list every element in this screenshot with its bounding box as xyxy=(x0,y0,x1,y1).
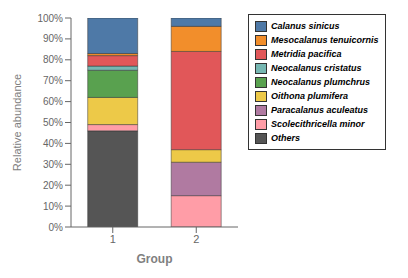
svg-text:2: 2 xyxy=(193,233,199,245)
html-text:Mesocalanus tenuicornis: Mesocalanus tenuicornis xyxy=(271,35,379,45)
svg-text:Group: Group xyxy=(137,252,173,266)
svg-text:20%: 20% xyxy=(43,180,63,191)
html-text:Calanus sinicus: Calanus sinicus xyxy=(271,21,340,31)
svg-text:60%: 60% xyxy=(43,96,63,107)
svg-text:30%: 30% xyxy=(43,159,63,170)
svg-text:90%: 90% xyxy=(43,33,63,44)
html-text:Paracalanus aculeatus: Paracalanus aculeatus xyxy=(271,105,369,115)
svg-text:10%: 10% xyxy=(43,201,63,212)
svg-text:1: 1 xyxy=(110,233,116,245)
svg-text:80%: 80% xyxy=(43,54,63,65)
svg-text:100%: 100% xyxy=(37,13,63,24)
svg-text:70%: 70% xyxy=(43,75,63,86)
svg-text:Relative abundance: Relative abundance xyxy=(11,74,23,171)
svg-text:50%: 50% xyxy=(43,117,63,128)
html-text:Metridia pacifica: Metridia pacifica xyxy=(271,49,342,59)
html-text:Neocalanus cristatus: Neocalanus cristatus xyxy=(271,63,362,73)
html-text:Neocalanus plumchrus: Neocalanus plumchrus xyxy=(271,77,370,87)
html-text:Scolecithricella minor: Scolecithricella minor xyxy=(271,119,365,129)
svg-text:40%: 40% xyxy=(43,138,63,149)
html-text:Others: Others xyxy=(271,133,300,143)
html-text:Oithona plumifera: Oithona plumifera xyxy=(271,91,348,101)
svg-text:0%: 0% xyxy=(49,222,64,233)
